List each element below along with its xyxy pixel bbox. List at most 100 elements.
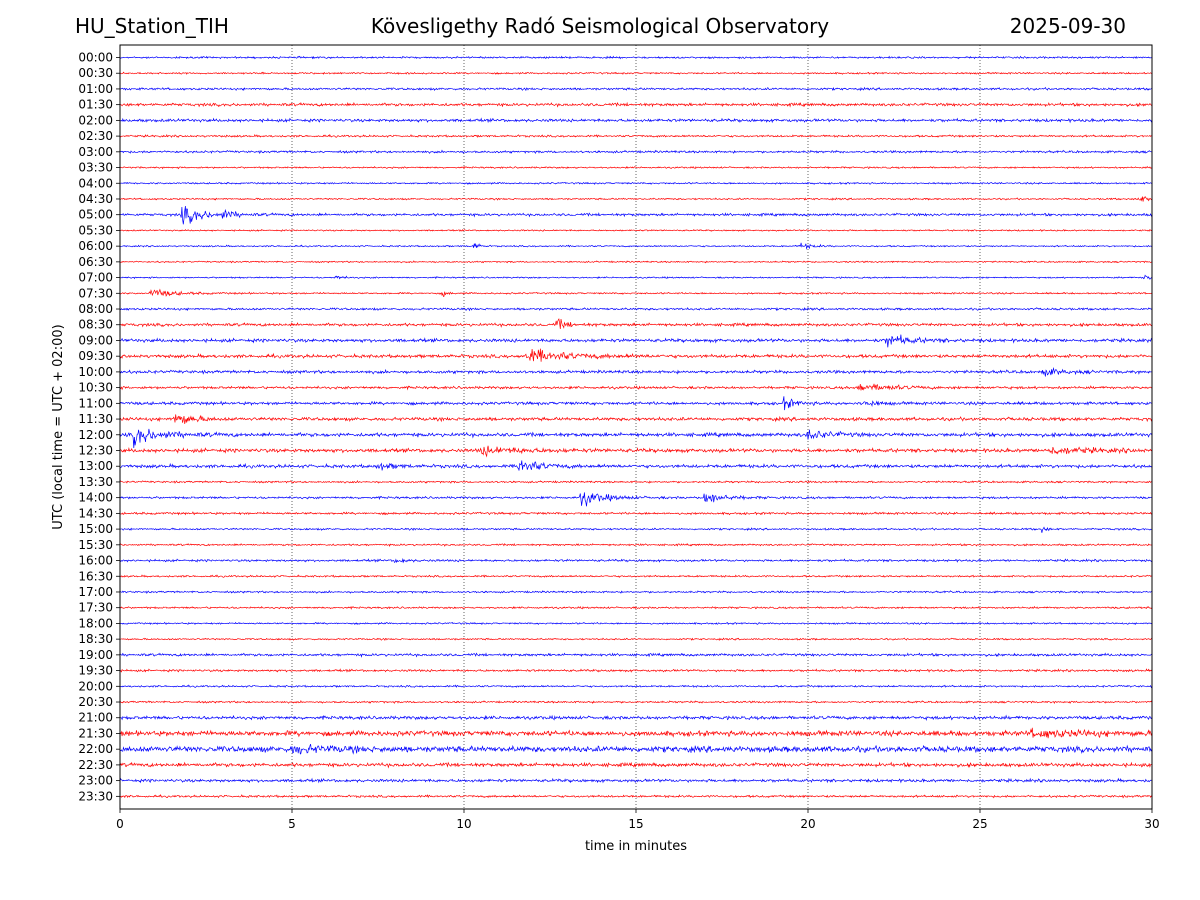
trace-line-0330	[119, 165, 1153, 170]
y-tick-label: 01:00	[78, 82, 113, 96]
trace-line-0300	[119, 149, 1153, 154]
y-tick-label: 18:30	[78, 632, 113, 646]
y-tick-label: 03:30	[78, 161, 113, 175]
y-tick-label: 14:00	[78, 491, 113, 505]
trace-line-0630	[119, 260, 1153, 264]
x-tick-label: 0	[116, 817, 124, 831]
trace-line-0830	[119, 318, 1153, 330]
chart-title: Kövesligethy Radó Seismological Observat…	[370, 14, 830, 38]
y-tick-label: 20:30	[78, 695, 113, 709]
trace-line-0900	[119, 334, 1153, 348]
y-axis-label: UTC (local time = UTC + 02:00)	[51, 324, 66, 529]
y-tick-label: 06:00	[78, 239, 113, 253]
trace-line-0230	[119, 133, 1153, 138]
y-tick-label: 05:00	[78, 208, 113, 222]
y-tick-label: 09:30	[78, 349, 113, 363]
trace-line-0200	[119, 117, 1153, 124]
trace-line-1600	[119, 557, 1153, 564]
trace-line-1730	[119, 605, 1153, 610]
trace-line-1300	[119, 460, 1153, 471]
trace-line-1230	[119, 445, 1153, 458]
y-tick-label: 00:30	[78, 66, 113, 80]
y-tick-label: 15:00	[78, 522, 113, 536]
trace-line-1430	[119, 511, 1153, 516]
y-tick-label: 00:00	[78, 51, 113, 65]
x-axis-label: time in minutes	[585, 839, 687, 854]
trace-line-1530	[119, 543, 1153, 547]
y-tick-label: 06:30	[78, 255, 113, 269]
y-tick-label: 08:00	[78, 302, 113, 316]
trace-line-0030	[119, 71, 1153, 75]
trace-line-1030	[119, 383, 1153, 391]
y-tick-label: 16:30	[78, 569, 113, 583]
y-tick-label: 17:00	[78, 585, 113, 599]
y-tick-label: 14:30	[78, 506, 113, 520]
y-tick-label: 13:30	[78, 475, 113, 489]
station-name: HU_Station_TIH	[75, 14, 229, 38]
trace-line-2000	[119, 684, 1153, 689]
y-tick-label: 10:00	[78, 365, 113, 379]
y-tick-label: 12:00	[78, 428, 113, 442]
y-tick-label: 09:00	[78, 333, 113, 347]
y-tick-label: 12:30	[78, 444, 113, 458]
y-tick-label: 21:30	[78, 726, 113, 740]
y-tick-label: 18:00	[78, 616, 113, 630]
trace-line-2100	[119, 714, 1153, 721]
trace-line-1700	[119, 589, 1153, 594]
y-tick-label: 15:30	[78, 538, 113, 552]
y-tick-label: 19:30	[78, 664, 113, 678]
trace-line-1630	[119, 574, 1153, 579]
y-tick-label: 11:30	[78, 412, 113, 426]
trace-line-0000	[119, 55, 1153, 60]
trace-line-1830	[119, 637, 1153, 641]
x-tick-label: 15	[628, 817, 643, 831]
trace-line-1100	[119, 396, 1153, 411]
y-tick-label: 22:00	[78, 742, 113, 756]
y-tick-label: 01:30	[78, 98, 113, 112]
y-tick-label: 02:00	[78, 113, 113, 127]
y-tick-label: 03:00	[78, 145, 113, 159]
y-tick-label: 16:00	[78, 554, 113, 568]
trace-line-0600	[119, 242, 1153, 250]
trace-line-2200	[119, 743, 1153, 755]
trace-line-2130	[119, 727, 1153, 739]
y-tick-label: 23:00	[78, 774, 113, 788]
trace-line-1400	[119, 492, 1153, 507]
trace-line-1500	[119, 526, 1153, 533]
trace-line-1900	[119, 652, 1153, 658]
x-tick-label: 5	[288, 817, 296, 831]
trace-line-0500	[119, 206, 1153, 225]
y-tick-label: 10:30	[78, 381, 113, 395]
y-tick-label: 04:30	[78, 192, 113, 206]
trace-line-0400	[119, 181, 1153, 185]
x-tick-label: 25	[972, 817, 987, 831]
trace-line-0100	[119, 86, 1153, 92]
trace-line-0430	[119, 195, 1153, 202]
trace-line-0730	[119, 288, 1153, 297]
y-tick-label: 13:00	[78, 459, 113, 473]
y-tick-label: 04:00	[78, 176, 113, 190]
y-tick-label: 08:30	[78, 318, 113, 332]
x-tick-label: 30	[1144, 817, 1159, 831]
trace-line-1200	[119, 428, 1153, 448]
trace-line-0800	[119, 306, 1153, 312]
y-tick-label: 07:00	[78, 271, 113, 285]
y-tick-label: 19:00	[78, 648, 113, 662]
trace-line-0530	[119, 228, 1153, 232]
y-tick-label: 22:30	[78, 758, 113, 772]
trace-line-1000	[119, 367, 1153, 377]
y-tick-label: 20:00	[78, 679, 113, 693]
trace-line-2230	[119, 761, 1153, 769]
trace-line-2030	[119, 700, 1153, 704]
trace-line-1930	[119, 668, 1153, 673]
y-tick-label: 11:00	[78, 396, 113, 410]
trace-line-2300	[119, 777, 1153, 784]
y-tick-label: 21:00	[78, 711, 113, 725]
y-tick-label: 23:30	[78, 789, 113, 803]
trace-line-0130	[119, 101, 1153, 108]
y-tick-label: 05:30	[78, 223, 113, 237]
trace-line-0700	[119, 274, 1153, 280]
trace-line-1330	[119, 479, 1153, 484]
trace-line-1800	[119, 621, 1153, 626]
